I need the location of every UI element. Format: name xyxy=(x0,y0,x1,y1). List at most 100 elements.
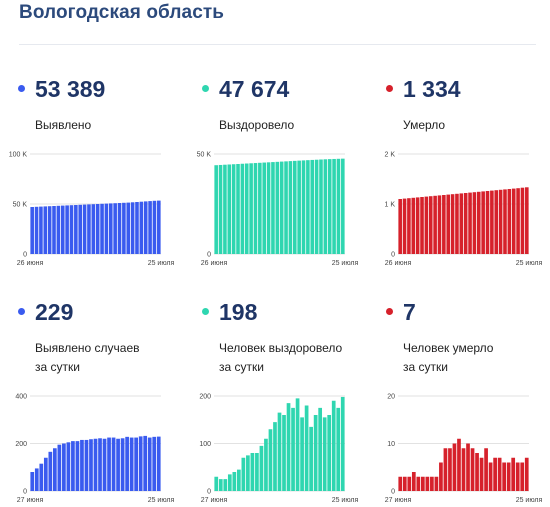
chart-bar xyxy=(402,476,407,491)
chart-bar xyxy=(277,412,282,491)
chart-bar xyxy=(511,457,516,491)
chart-bar xyxy=(218,164,223,254)
chart-bar xyxy=(318,407,323,491)
chart-bar xyxy=(525,187,529,254)
stat-label: Человек умерло за сутки xyxy=(403,341,494,374)
page-title: Вологодская область xyxy=(19,2,225,23)
y-tick-label: 0 xyxy=(391,252,395,259)
chart-bar xyxy=(43,206,48,254)
chart-bar xyxy=(484,448,488,491)
chart-bar xyxy=(122,202,126,254)
green-dot-icon xyxy=(202,308,209,315)
chart-bar xyxy=(398,476,403,491)
chart-bar xyxy=(450,194,455,254)
chart-bar xyxy=(236,469,241,491)
y-tick-label: 2 K xyxy=(384,152,395,159)
chart-bar xyxy=(295,398,300,491)
chart-bar xyxy=(62,443,66,491)
chart-bar xyxy=(506,462,511,491)
chart-bar xyxy=(126,202,131,254)
chart-bar xyxy=(282,415,286,491)
chart-bar xyxy=(461,448,466,491)
chart-bar xyxy=(301,160,306,254)
chart-bar xyxy=(266,162,271,254)
chart-bar xyxy=(407,476,412,491)
chart-bar xyxy=(434,476,439,491)
chart-bar xyxy=(416,476,421,491)
chart-bar xyxy=(286,403,291,491)
red-dot-icon xyxy=(386,85,393,92)
chart-bar xyxy=(120,438,125,491)
chart-bar xyxy=(494,190,499,254)
chart-bar xyxy=(490,190,494,254)
chart-bar xyxy=(319,159,323,254)
chart-bar xyxy=(156,436,161,491)
chart-bar xyxy=(488,462,493,491)
chart-bar xyxy=(48,451,53,491)
chart-bar xyxy=(327,159,332,254)
chart-bar xyxy=(143,201,148,254)
chart-bar xyxy=(87,204,91,254)
chart-bar xyxy=(39,206,43,254)
chart-bar xyxy=(275,161,280,254)
chart-bar xyxy=(475,453,479,491)
x-start-label: 26 июня xyxy=(17,260,44,267)
y-tick-label: 200 xyxy=(199,394,211,401)
y-tick-label: 100 K xyxy=(9,152,28,159)
chart-bar xyxy=(341,158,345,254)
chart-bar xyxy=(102,438,107,491)
chart-bar xyxy=(470,448,475,491)
chart-bar xyxy=(300,417,304,491)
chart-bar xyxy=(479,457,484,491)
x-end-label: 25 июля xyxy=(148,497,175,504)
chart-bar xyxy=(327,415,332,491)
chart-bar xyxy=(524,457,529,491)
chart-bar xyxy=(60,205,65,254)
chart-bar xyxy=(30,472,35,491)
chart-bar xyxy=(288,161,293,254)
chart-bar xyxy=(232,472,237,491)
chart-bar xyxy=(66,442,71,491)
chart-bar xyxy=(108,203,113,254)
chart-bar xyxy=(402,198,407,254)
chart-bar xyxy=(91,204,96,254)
chart-bar xyxy=(143,435,148,491)
chart-bar xyxy=(420,476,425,491)
chart-bar xyxy=(95,204,100,254)
chart-bar xyxy=(116,438,120,491)
chart-bar xyxy=(437,195,442,254)
chart-bar xyxy=(138,436,143,491)
chart-bar xyxy=(236,164,240,254)
chart-bar xyxy=(448,448,452,491)
chart-bar xyxy=(111,437,116,491)
chart-bar xyxy=(262,162,267,254)
chart-bar xyxy=(259,445,264,491)
x-start-label: 27 июня xyxy=(17,497,44,504)
chart-bar xyxy=(439,462,443,491)
chart-bar xyxy=(82,204,87,254)
chart-bar xyxy=(147,437,152,491)
stat-value: 229 xyxy=(35,299,74,325)
stat-value: 7 xyxy=(403,299,416,325)
y-tick-label: 1 K xyxy=(384,202,395,209)
chart-bar xyxy=(297,160,301,254)
y-tick-label: 20 xyxy=(387,394,395,401)
chart-bar xyxy=(80,439,84,491)
y-tick-label: 100 xyxy=(199,441,211,448)
chart-bar xyxy=(442,195,446,254)
chart-bar xyxy=(424,196,429,254)
y-tick-label: 50 K xyxy=(197,152,212,159)
blue-dot-icon xyxy=(18,308,25,315)
green-dot-icon xyxy=(202,85,209,92)
y-tick-label: 0 xyxy=(391,489,395,496)
chart-bar xyxy=(250,453,255,491)
chart-bar xyxy=(52,448,57,491)
chart-bar xyxy=(515,462,520,491)
chart-daily-recovered: 0 100 200 27 июня 25 июля xyxy=(189,390,359,507)
chart-bar xyxy=(34,468,39,491)
chart-bar xyxy=(249,163,253,254)
chart-bar xyxy=(493,457,497,491)
chart-bar xyxy=(279,161,284,254)
chart-bar xyxy=(134,437,139,491)
chart-bar xyxy=(472,192,477,254)
